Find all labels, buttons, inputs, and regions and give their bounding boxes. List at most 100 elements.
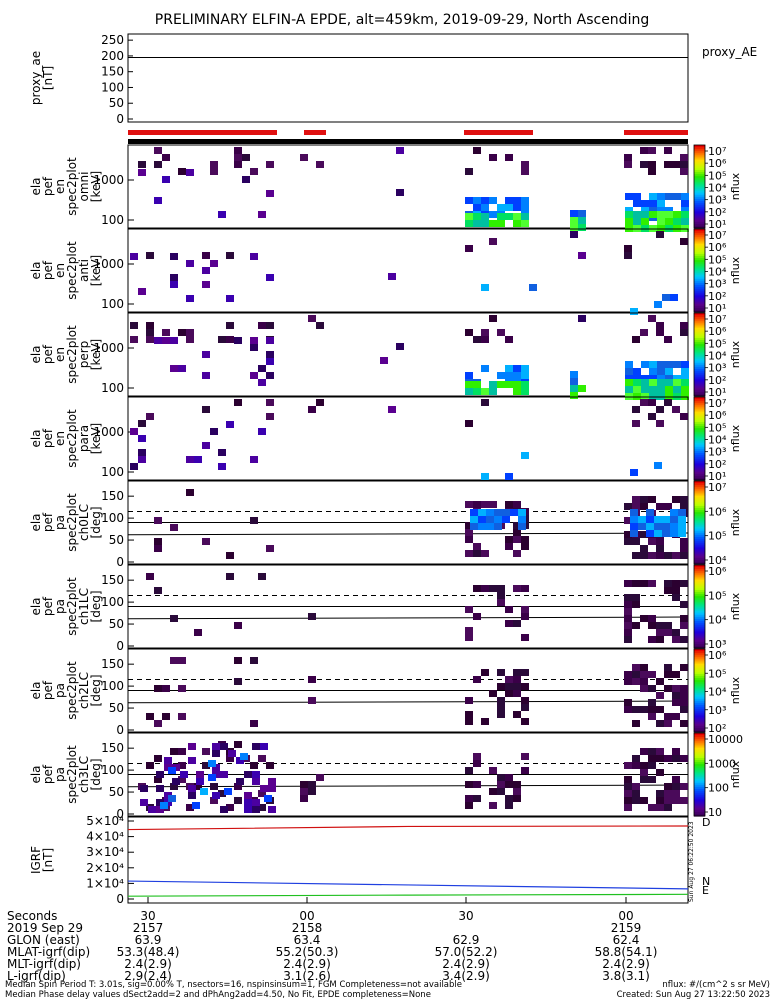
spectrogram-pixel [388,273,396,280]
y-axis-title-0: proxy_ae[nT] [29,51,55,105]
spectrogram-pixel [521,585,529,592]
spectrogram-pixel [673,379,681,386]
spectrogram-pixel [268,806,276,813]
spectrogram-pixel [662,523,670,530]
spectrogram-pixel [670,509,678,516]
colorbar-segment [694,682,705,685]
spectrogram-pixel [244,771,252,778]
loss-cone-solid-line [127,784,689,788]
colorbar-segment [694,507,705,511]
colorbar-segment [694,327,705,331]
spectrogram-pixel [244,792,252,799]
spectrogram-pixel [521,452,529,459]
spectrogram-pixel [505,213,513,220]
spectrogram-pixel [250,657,258,664]
spectrogram-pixel [178,685,186,692]
igrf-series-D [127,825,689,831]
spectrogram-pixel [250,337,258,344]
spectrogram-pixel [481,213,489,220]
spectrogram-pixel [640,580,648,587]
colorbar-segment [694,612,705,616]
y-axis-title-line: ela [29,513,43,531]
colorbar-segment [694,545,705,548]
colorbar-segment [694,436,705,440]
spectrogram-pixel [266,351,274,358]
colorbar-tick-label: 10³ [708,638,726,651]
colorbar-tick-label: 10² [708,374,726,387]
spectrogram-pixel [654,462,662,469]
spectrogram-pixel [640,685,648,692]
colorbar-segment [694,358,705,362]
colorbar-segment [694,155,705,159]
y-tick-label: 1000 [93,341,124,355]
spectrogram-pixel [521,634,529,641]
spectrogram-pixel [266,358,274,365]
colorbar-segment [694,795,705,798]
y-axis-title-line: pa [53,683,67,698]
colorbar-segment [694,565,705,568]
y-tick-label: 50 [109,785,124,799]
colorbar-segment [694,680,705,683]
colorbar-segment [694,196,705,200]
y-axis-title-line: omni [77,172,91,202]
colorbar-segment [694,473,705,477]
spectrogram-pixel [218,463,226,470]
colorbar-segment [694,528,705,532]
spectrogram-pixel [489,197,497,204]
spectrogram-pixel [505,802,513,809]
colorbar-segment [694,514,705,517]
spectrogram-pixel [664,790,672,797]
spectrogram-pixel [138,456,146,463]
colorbar-segment [694,635,705,639]
colorbar-segment [694,803,705,807]
spectrogram-pixel [624,517,632,524]
spectrogram-pixel [465,168,473,175]
colorbar-segment [694,385,705,389]
spectrogram-pixel [170,365,178,372]
spectrogram-pixel [465,529,473,536]
spectrogram-pixel [673,211,681,218]
colorbar-tick-label: 10⁴ [708,266,727,279]
spectrogram-pixel [226,336,234,343]
spectrogram-pixel [513,501,521,508]
colorbar-segment [694,274,705,278]
spectrogram-pixel [300,154,308,161]
colorbar-segment [694,665,705,669]
spectrogram-pixel [656,720,664,727]
spectrogram-pixel [210,797,218,804]
spectrogram-pixel [657,193,665,200]
colorbar-segment [694,467,705,471]
colorbar-segment [694,147,705,150]
spectrogram-pixel [672,496,680,503]
spectrogram-pixel [630,308,638,315]
spectrogram-pixel [672,636,680,643]
colorbar-segment [694,688,705,692]
spectrogram-pixel [170,337,178,344]
colorbar-segment [694,428,705,431]
spectrogram-pixels-4 [130,406,396,470]
colorbar-tick-label: 10³ [708,446,726,459]
spectrogram-pixel [266,399,274,406]
spectrogram-pixel [625,386,633,393]
spectrogram-pixel [481,585,489,592]
spectrogram-pixel [188,792,196,799]
spectrogram-pixel [657,207,665,214]
spectrogram-pixel [646,516,654,523]
spectrogram-pixel [624,790,632,797]
spectrogram-pixel [640,748,648,755]
spectrogram-pixel [521,683,529,690]
y-axis-title-line: en [53,263,67,278]
colorbar-segment [694,799,705,803]
spectrogram-pixel [680,161,688,168]
spectrogram-pixel [640,329,648,336]
axis-row-value: 30 [140,909,155,923]
colorbar-tick-label: 10000 [708,733,743,746]
spectrogram-pixel [226,552,234,559]
spectrogram-pixel [648,776,656,783]
colorbar-segment [694,522,705,526]
spectrogram-pixel [681,368,689,375]
spectrogram-pixel [252,743,260,750]
y-axis-title-line: ela [29,429,43,447]
spectrogram-pixel [486,509,494,516]
spectrogram-pixel [260,785,268,792]
